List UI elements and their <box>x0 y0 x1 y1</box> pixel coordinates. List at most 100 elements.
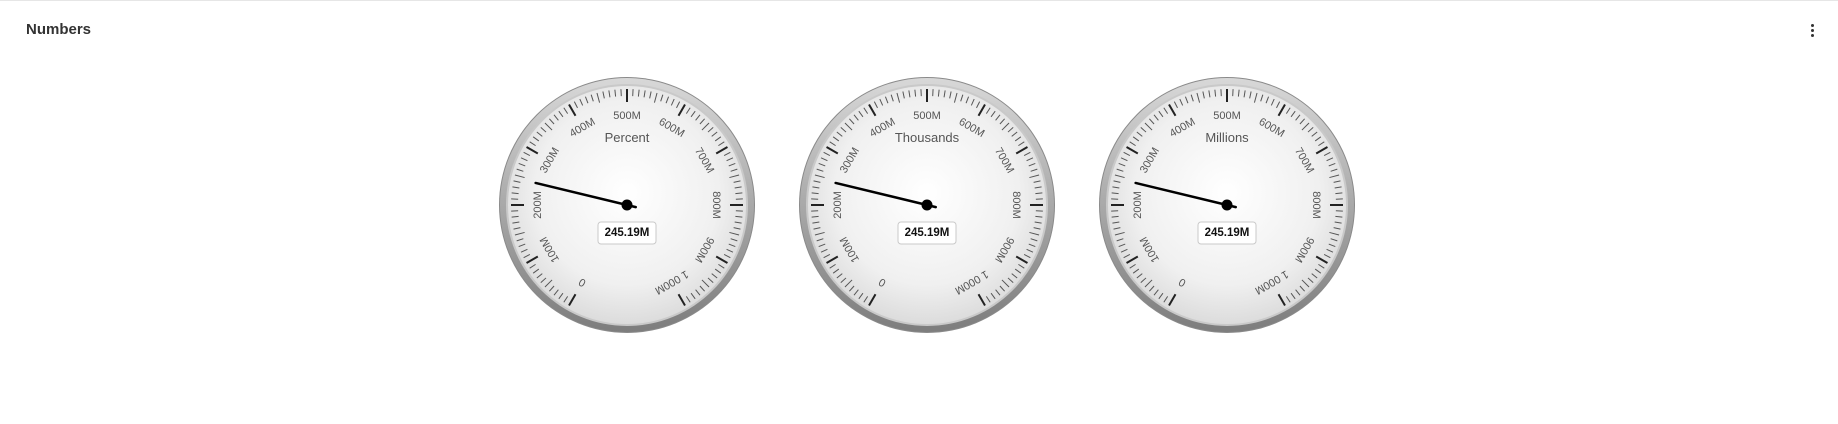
tick-label: 500M <box>613 110 641 122</box>
minor-tick <box>1276 101 1281 109</box>
major-tick <box>1015 255 1028 264</box>
minor-tick <box>563 296 569 303</box>
minor-tick <box>520 248 528 253</box>
minor-tick <box>1153 114 1159 121</box>
minor-tick <box>908 90 911 98</box>
minor-tick <box>1314 268 1322 274</box>
minor-tick <box>1163 107 1169 114</box>
minor-tick <box>1014 268 1022 274</box>
minor-tick <box>734 221 742 224</box>
minor-tick <box>733 227 741 230</box>
minor-tick <box>1270 98 1275 106</box>
minor-tick <box>1026 248 1034 253</box>
minor-tick <box>1295 114 1301 121</box>
minor-tick <box>1035 192 1043 195</box>
minor-tick <box>1295 289 1301 296</box>
minor-tick <box>701 122 710 131</box>
value-label: 245.19M <box>1205 227 1250 239</box>
minor-tick <box>1285 296 1291 303</box>
minor-tick <box>512 221 520 224</box>
minor-tick <box>999 118 1005 125</box>
minor-tick <box>1311 131 1318 137</box>
minor-tick <box>1114 231 1125 236</box>
minor-tick <box>511 215 519 218</box>
minor-tick <box>1326 157 1334 162</box>
minor-tick <box>513 227 521 230</box>
minor-tick <box>1028 162 1036 167</box>
minor-tick <box>914 89 917 97</box>
minor-tick <box>832 268 840 274</box>
minor-tick <box>1116 168 1124 172</box>
minor-tick <box>811 215 819 218</box>
minor-tick <box>985 296 991 303</box>
minor-tick <box>1026 157 1034 162</box>
minor-tick <box>1111 215 1119 218</box>
minor-tick <box>840 277 847 283</box>
minor-tick <box>735 215 743 218</box>
minor-tick <box>649 91 652 99</box>
minor-tick <box>896 92 901 103</box>
minor-tick <box>999 285 1005 292</box>
minor-tick <box>1123 151 1131 156</box>
minor-tick <box>540 127 547 133</box>
minor-tick <box>701 279 710 288</box>
minor-tick <box>553 289 559 296</box>
minor-tick <box>1190 94 1194 102</box>
major-tick <box>715 146 728 155</box>
minor-tick <box>836 273 843 279</box>
major-tick <box>1315 255 1328 264</box>
minor-tick <box>690 292 696 300</box>
minor-tick <box>1265 96 1270 104</box>
minor-tick <box>849 285 855 292</box>
minor-tick <box>637 89 640 97</box>
minor-tick <box>1323 151 1331 156</box>
minor-tick <box>813 227 821 230</box>
minor-tick <box>1018 263 1025 269</box>
minor-tick <box>553 114 559 121</box>
value-label-box <box>597 221 657 245</box>
minor-tick <box>1028 243 1036 248</box>
minor-tick <box>608 90 611 98</box>
minor-tick <box>670 98 675 106</box>
minor-tick <box>1011 131 1018 137</box>
value-label-box <box>1197 221 1257 245</box>
minor-tick <box>818 243 826 248</box>
more-vertical-icon[interactable] <box>1804 19 1820 41</box>
minor-tick <box>820 157 828 162</box>
minor-tick <box>1120 248 1128 253</box>
minor-tick <box>1118 243 1126 248</box>
minor-tick <box>879 98 884 106</box>
minor-tick <box>1129 263 1136 269</box>
minor-tick <box>813 180 821 183</box>
minor-tick <box>1323 254 1331 259</box>
minor-tick <box>728 162 736 167</box>
minor-tick <box>1123 254 1131 259</box>
minor-tick <box>820 248 828 253</box>
minor-tick <box>863 107 869 114</box>
minor-tick <box>685 296 691 303</box>
minor-tick <box>814 231 825 236</box>
minor-tick <box>1116 238 1124 242</box>
tick-label: 800M <box>710 191 722 219</box>
minor-tick <box>729 174 740 179</box>
minor-tick <box>844 122 853 131</box>
gauge-title: Thousands <box>895 130 960 145</box>
minor-tick <box>816 238 824 242</box>
minor-tick <box>1214 89 1217 97</box>
minor-tick <box>536 273 543 279</box>
major-tick <box>526 146 539 155</box>
major-tick <box>715 255 728 264</box>
minor-tick <box>1260 94 1264 102</box>
minor-tick <box>890 94 894 102</box>
minor-tick <box>965 96 970 104</box>
minor-tick <box>735 192 743 195</box>
panel-header: Numbers <box>26 20 1838 42</box>
major-tick <box>977 293 986 306</box>
minor-tick <box>1330 238 1338 242</box>
minor-tick <box>516 168 524 172</box>
minor-tick <box>1334 221 1342 224</box>
minor-tick <box>1153 289 1159 296</box>
minor-tick <box>1030 238 1038 242</box>
